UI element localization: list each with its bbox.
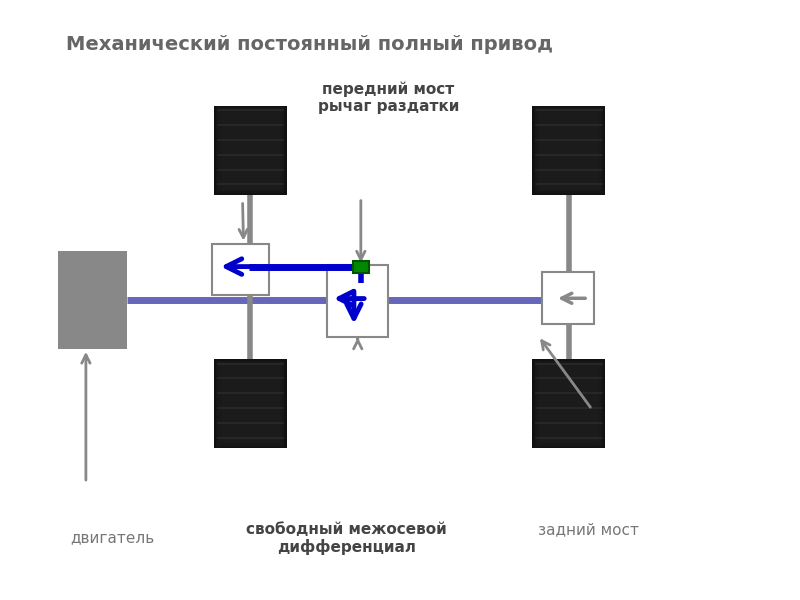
Bar [216,361,285,446]
Bar [539,111,598,190]
Bar [216,107,285,193]
Bar [534,107,603,193]
Text: двигатель: двигатель [70,530,154,545]
Bar [534,361,603,446]
Bar [221,364,280,443]
Text: свободный межосевой
дифференциал: свободный межосевой дифференциал [246,522,446,556]
Bar [533,359,606,448]
Bar [58,251,127,349]
Bar [218,362,282,445]
Bar [214,106,286,195]
Text: Механический постоянный полный привод: Механический постоянный полный привод [66,35,553,54]
Bar [353,261,369,272]
Bar [537,362,601,445]
Text: передний мост
рычаг раздатки: передний мост рычаг раздатки [318,81,459,114]
Bar [533,106,606,195]
Bar [221,111,280,190]
Bar [214,359,286,448]
Text: задний мост: задний мост [538,522,638,537]
Bar [542,272,594,324]
Bar [218,109,282,191]
Bar [327,265,389,337]
Bar [212,244,270,295]
Bar [539,364,598,443]
Bar [537,109,601,191]
